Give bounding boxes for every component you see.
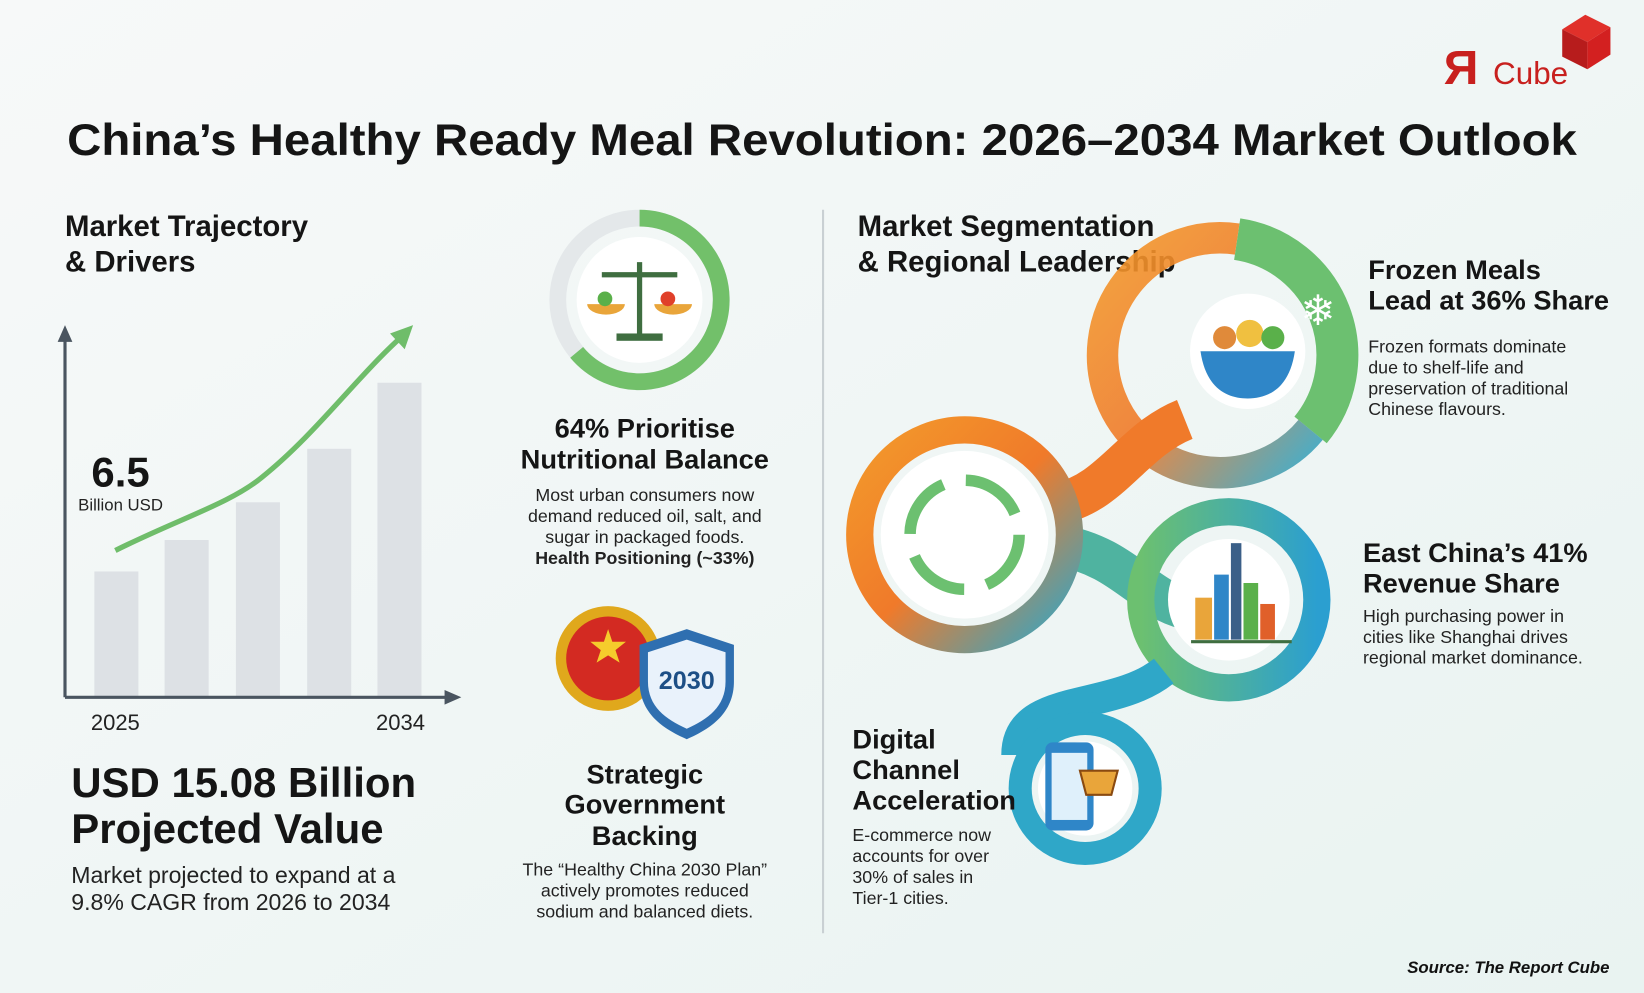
flow-ring xyxy=(1086,222,1323,489)
segment-body: due to shelf-life and xyxy=(1368,357,1523,377)
segment-title: Revenue Share xyxy=(1363,567,1560,598)
body-text: Market projected to expand at a xyxy=(71,862,395,888)
scale-icon xyxy=(654,304,692,315)
scale-icon xyxy=(587,304,625,315)
card-body: Most urban consumers now xyxy=(535,485,754,505)
bar xyxy=(235,502,280,698)
card-body: actively promotes reduced xyxy=(541,880,749,900)
segment-body: 30% of sales in xyxy=(852,867,973,887)
scale-icon xyxy=(597,291,613,307)
bar xyxy=(307,448,352,698)
segment-body: preservation of traditional xyxy=(1368,378,1568,398)
segment-body: cities like Shanghai drives xyxy=(1363,627,1568,647)
donut-arc xyxy=(570,209,730,391)
bowl-icon xyxy=(1213,326,1237,350)
city-icon xyxy=(1195,597,1213,640)
cart-icon xyxy=(1078,769,1120,796)
hub-core xyxy=(880,450,1049,619)
flow-ring xyxy=(1127,498,1331,702)
logo-cube-left xyxy=(1562,29,1588,70)
section-heading: Market Segmentation xyxy=(858,210,1155,243)
flow-ring xyxy=(1008,711,1162,866)
shield-inner xyxy=(647,639,726,729)
bar xyxy=(164,540,209,698)
axis-arrow xyxy=(444,689,462,705)
axis-arrow xyxy=(57,325,73,342)
scale-icon xyxy=(660,291,676,307)
card-title: Nutritional Balance xyxy=(521,444,769,475)
logo-cube-top xyxy=(1562,14,1611,42)
segment-title: Digital xyxy=(852,724,935,755)
phone-icon xyxy=(1051,752,1088,820)
segment-body: Chinese flavours. xyxy=(1368,399,1506,419)
main-title: China’s Healthy Ready Meal Revolution: 2… xyxy=(67,116,1577,165)
shield-badge: 2030 xyxy=(659,667,715,695)
card-title: Strategic xyxy=(586,758,703,789)
segment-title: Channel xyxy=(852,754,959,785)
bar xyxy=(94,571,139,698)
segment-body: High purchasing power in xyxy=(1363,606,1564,626)
x-label: 2034 xyxy=(376,710,425,735)
bowl-icon xyxy=(1261,326,1285,350)
segment-title: East China’s 41% xyxy=(1363,537,1588,568)
segment-body: Frozen formats dominate xyxy=(1368,336,1566,356)
callout-unit: Billion USD xyxy=(78,496,163,515)
segment-body: accounts for over xyxy=(852,846,989,866)
city-icon xyxy=(1243,582,1259,640)
callout-value: 6.5 xyxy=(91,449,149,496)
card-body: sugar in packaged foods. xyxy=(545,527,744,547)
emblem-star xyxy=(590,629,626,663)
logo: Я Cube xyxy=(1444,14,1611,95)
segment-title: Frozen Meals xyxy=(1368,254,1541,285)
growth-arrow-head xyxy=(390,325,414,350)
card-body: The “Healthy China 2030 Plan” xyxy=(523,860,768,880)
city-icon xyxy=(1214,574,1229,640)
logo-text: Cube xyxy=(1493,56,1568,91)
trajectory-chart: 6.5 Billion USD 2025 2034 xyxy=(57,325,462,735)
nutrition-donut xyxy=(549,209,730,391)
card-body: demand reduced oil, salt, and xyxy=(528,506,762,526)
section-heading: & Drivers xyxy=(65,246,196,279)
emblem-core xyxy=(566,616,651,701)
section-heading: Market Trajectory xyxy=(65,210,309,243)
frozen-arc xyxy=(1233,218,1359,444)
segment-body: E-commerce now xyxy=(852,825,991,845)
x-label: 2025 xyxy=(91,710,140,735)
card-title: Government xyxy=(565,789,726,820)
city-icon xyxy=(1230,543,1242,640)
segment-title: Lead at 36% Share xyxy=(1368,284,1609,315)
growth-arrow xyxy=(114,335,403,553)
segment-body: regional market dominance. xyxy=(1363,648,1583,668)
bowl-icon xyxy=(1236,319,1264,348)
city-icon xyxy=(1260,603,1275,640)
snowflake: ❄ xyxy=(1300,287,1335,334)
card-highlight: Health Positioning (~33%) xyxy=(535,548,754,568)
logo-mark: Я xyxy=(1444,41,1479,95)
bar xyxy=(377,382,422,698)
hub-ring xyxy=(846,416,1084,654)
segment-flow: ❄ xyxy=(846,218,1359,866)
government-emblem: 2030 xyxy=(555,606,734,740)
source-note: Source: The Report Cube xyxy=(1407,958,1609,977)
logo-cube-right xyxy=(1587,27,1611,70)
headline: Projected Value xyxy=(71,805,383,852)
body-text: 9.8% CAGR from 2026 to 2034 xyxy=(71,889,390,915)
card-title: Backing xyxy=(592,820,698,851)
segment-body: Tier-1 cities. xyxy=(852,888,948,908)
card-body: sodium and balanced diets. xyxy=(536,901,753,921)
flow-connector xyxy=(1001,658,1174,757)
headline: USD 15.08 Billion xyxy=(71,759,416,806)
bowl-icon xyxy=(1200,351,1295,399)
scale-icon xyxy=(616,333,663,341)
card-title: 64% Prioritise xyxy=(555,412,735,443)
segment-title: Acceleration xyxy=(852,784,1016,815)
